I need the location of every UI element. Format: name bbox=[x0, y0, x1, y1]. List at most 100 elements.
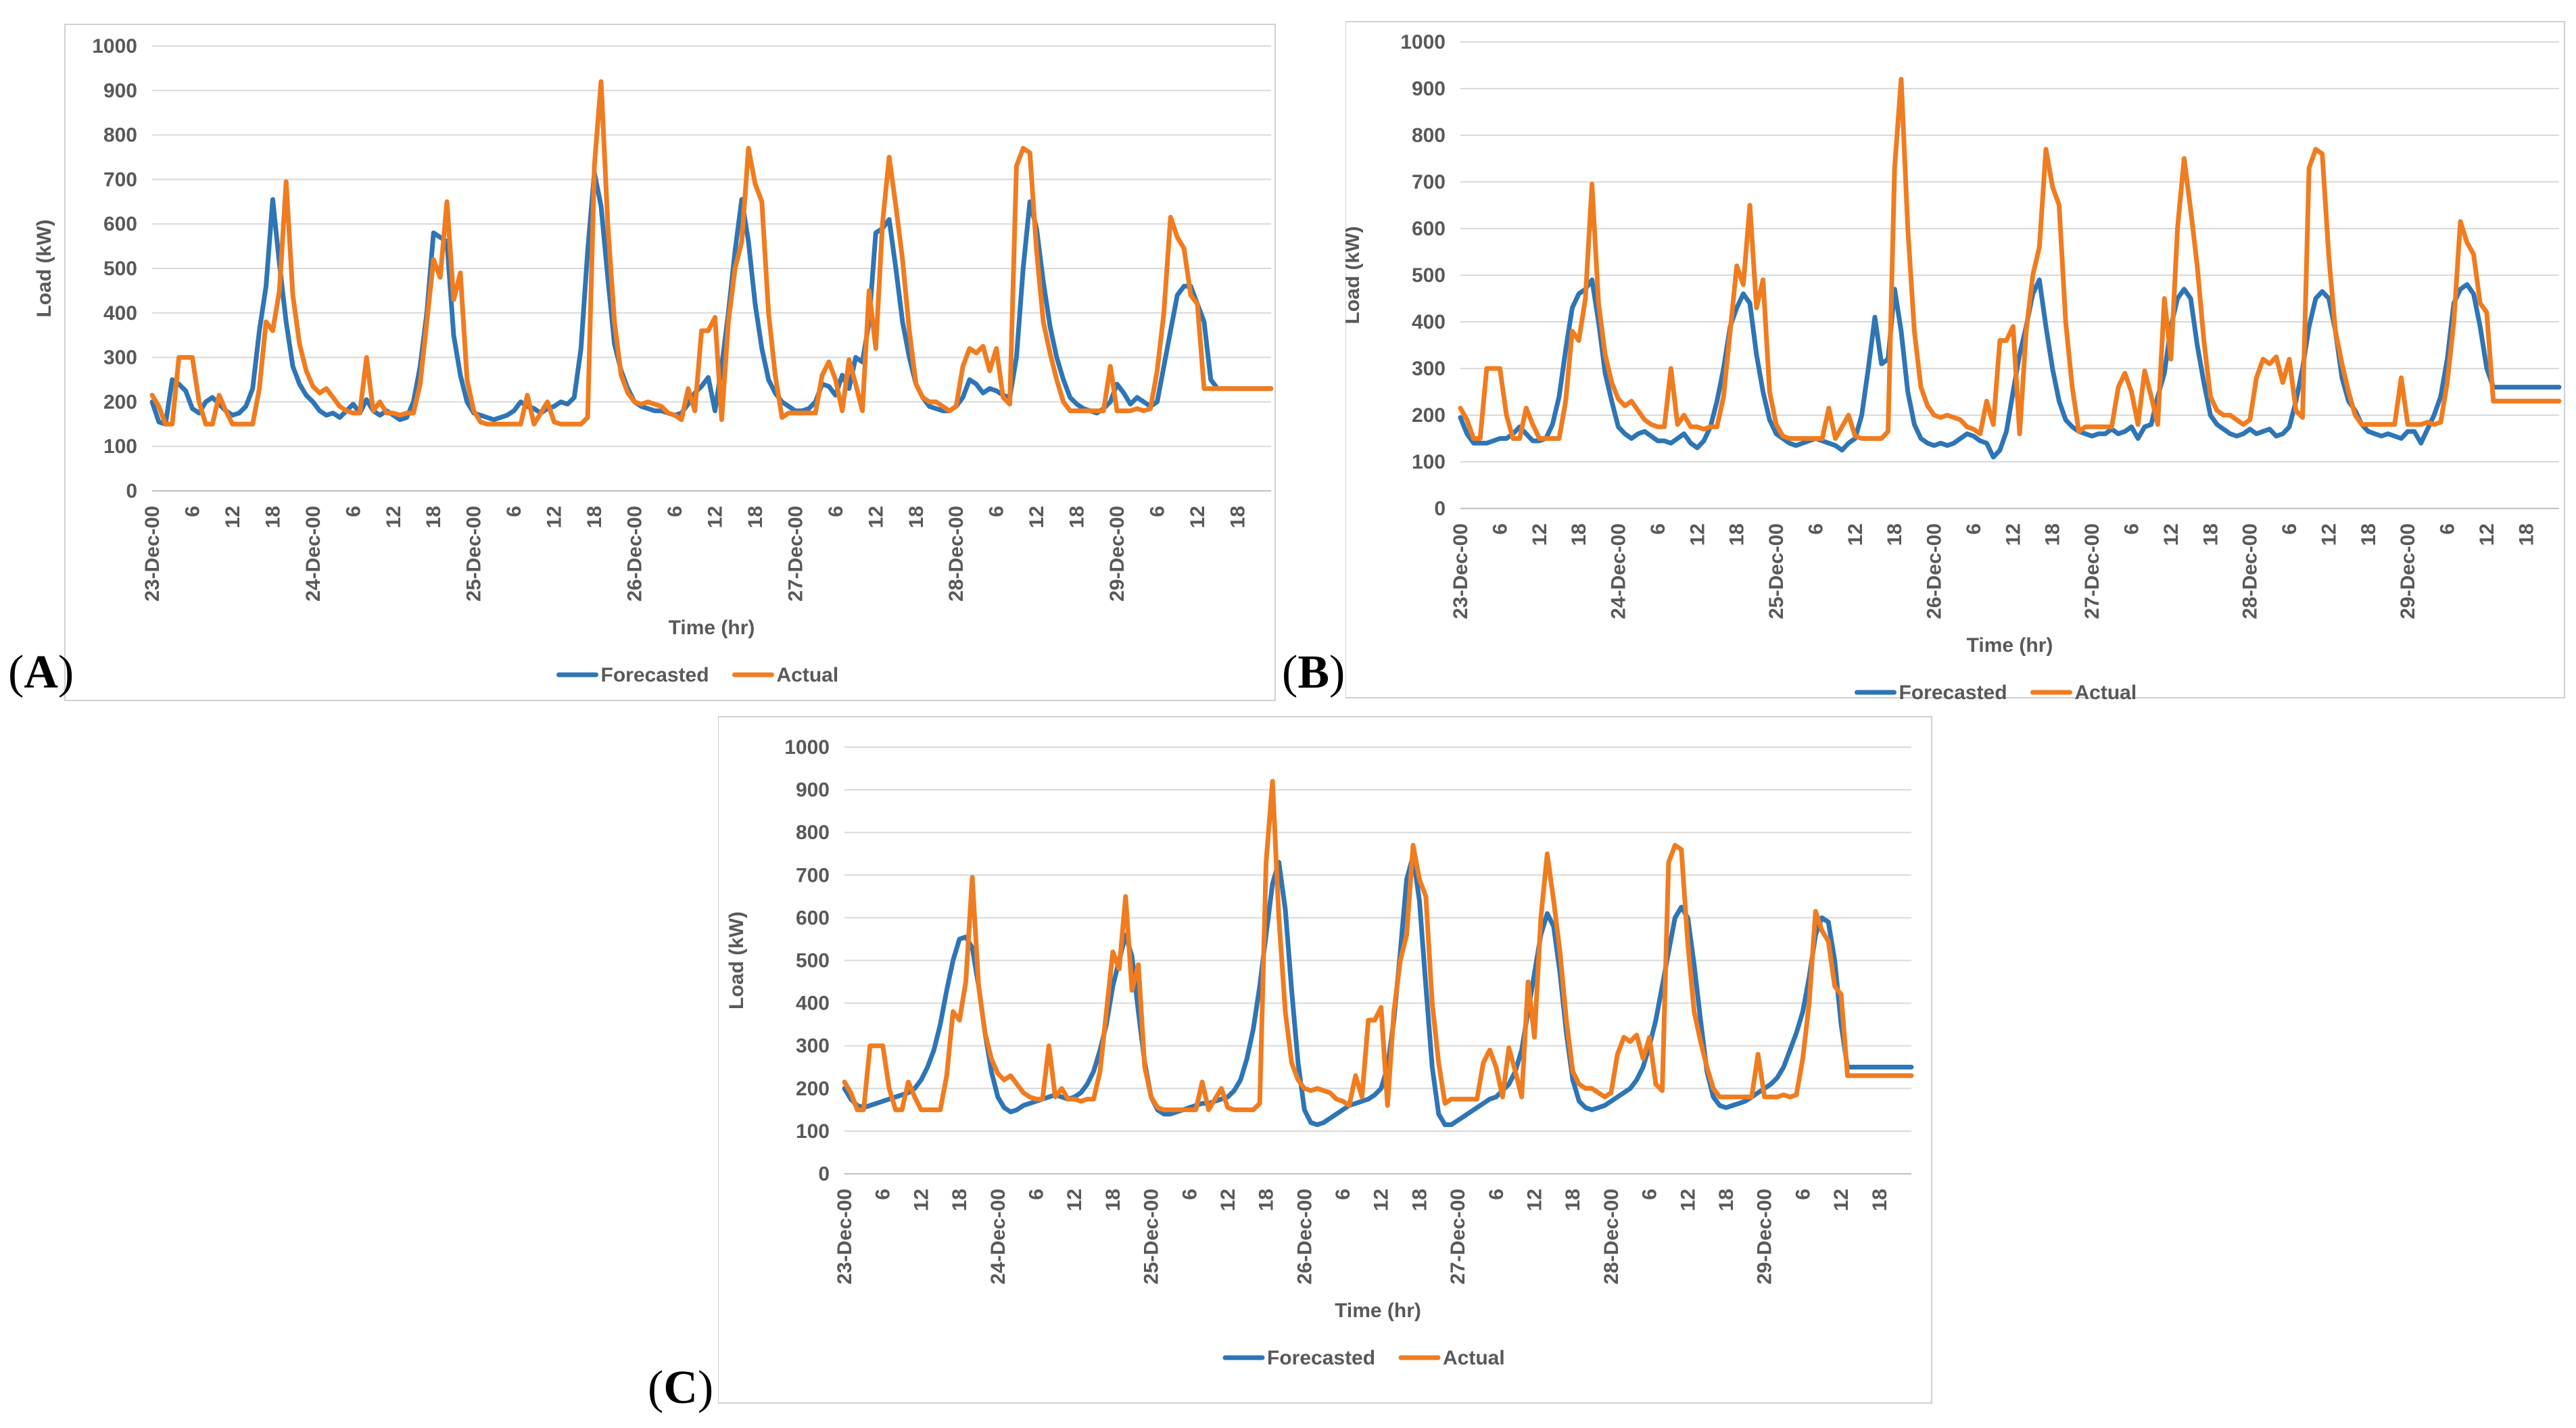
y-tick-label: 1000 bbox=[784, 736, 830, 759]
y-axis-title: Load (kW) bbox=[1345, 227, 1364, 325]
x-tick-label: 12 bbox=[222, 506, 244, 528]
x-tick-label: 12 bbox=[1844, 523, 1867, 546]
y-axis-title: Load (kW) bbox=[33, 220, 55, 318]
y-tick-label: 800 bbox=[796, 822, 830, 844]
x-tick-label: 6 bbox=[1639, 1189, 1661, 1200]
y-tick-label: 600 bbox=[1412, 218, 1446, 240]
x-tick-label: 18 bbox=[1568, 523, 1590, 546]
x-tick-label: 12 bbox=[1524, 1189, 1546, 1211]
x-tick-label: 12 bbox=[383, 506, 405, 528]
y-tick-label: 600 bbox=[796, 907, 830, 929]
x-tick-label: 6 bbox=[872, 1189, 895, 1200]
x-tick-label: 28-Dec-00 bbox=[2239, 523, 2262, 619]
chart-panel-c: 0 100 200 300 400 500 600 700 800 900 1000 23-Dec-0… bbox=[718, 716, 1932, 1404]
legend-label-actual: Actual bbox=[1443, 1347, 1505, 1369]
series-line-actual bbox=[1458, 76, 2562, 441]
x-axis-title: Time (hr) bbox=[1335, 1300, 1421, 1322]
legend-label-forecasted: Forecasted bbox=[601, 664, 709, 686]
y-tick-label: 1000 bbox=[1400, 31, 1446, 53]
y-tick-label: 700 bbox=[796, 864, 830, 886]
y-tick-label: 0 bbox=[818, 1163, 830, 1185]
y-tick-label: 200 bbox=[1412, 404, 1446, 427]
y-tick-label: 900 bbox=[796, 779, 830, 801]
y-tick-label: 800 bbox=[103, 124, 137, 147]
x-tick-label: 18 bbox=[1226, 506, 1249, 528]
x-tick-label: 12 bbox=[2318, 523, 2340, 546]
x-tick-label: 23-Dec-00 bbox=[141, 506, 164, 602]
x-tick-label: 26-Dec-00 bbox=[1293, 1189, 1316, 1285]
y-tick-label: 200 bbox=[103, 391, 137, 413]
y-tick-label: 800 bbox=[1412, 124, 1446, 147]
x-tick-label: 18 bbox=[2042, 523, 2064, 546]
x-tick-label: 12 bbox=[1026, 506, 1048, 528]
y-tick-label: 600 bbox=[103, 213, 137, 235]
x-tick-label: 25-Dec-00 bbox=[463, 506, 485, 602]
y-tick-label: 500 bbox=[1412, 264, 1446, 287]
x-tick-label: 6 bbox=[1485, 1189, 1508, 1200]
x-tick-label: 6 bbox=[1647, 523, 1669, 535]
x-tick-label: 18 bbox=[262, 506, 284, 528]
y-tick-label: 100 bbox=[103, 435, 137, 458]
x-tick-label: 12 bbox=[1686, 523, 1709, 546]
x-tick-label: 24-Dec-00 bbox=[302, 506, 325, 602]
x-tick-label: 12 bbox=[1370, 1189, 1393, 1211]
x-tick-label: 6 bbox=[181, 506, 204, 517]
x-tick-label: 12 bbox=[1830, 1189, 1853, 1211]
chart-area-border bbox=[718, 716, 1932, 1404]
y-tick-label: 0 bbox=[126, 480, 137, 502]
x-tick-label: 12 bbox=[1217, 1189, 1239, 1211]
x-tick-label: 18 bbox=[1102, 1189, 1124, 1211]
x-tick-label: 23-Dec-00 bbox=[1450, 523, 1472, 619]
x-tick-label: 27-Dec-00 bbox=[2081, 523, 2103, 619]
x-tick-label: 18 bbox=[2515, 523, 2537, 546]
y-tick-label: 100 bbox=[796, 1120, 830, 1143]
legend-label-actual: Actual bbox=[2075, 682, 2137, 703]
x-tick-label: 28-Dec-00 bbox=[945, 506, 968, 602]
x-tick-label: 18 bbox=[423, 506, 445, 528]
y-tick-label: 700 bbox=[1412, 171, 1446, 193]
x-tick-label: 6 bbox=[1489, 523, 1511, 535]
series-line-actual bbox=[149, 79, 1274, 427]
x-tick-label: 6 bbox=[1792, 1189, 1814, 1200]
x-tick-label: 29-Dec-00 bbox=[2397, 523, 2419, 619]
y-tick-label: 900 bbox=[103, 80, 137, 102]
y-tick-label: 400 bbox=[103, 302, 137, 325]
x-tick-label: 6 bbox=[825, 506, 847, 517]
x-tick-label: 12 bbox=[2476, 523, 2498, 546]
x-tick-label: 18 bbox=[744, 506, 767, 528]
panel-label-c: (C) bbox=[648, 1362, 714, 1414]
chart-area-border bbox=[1345, 21, 2565, 698]
x-tick-label: 26-Dec-00 bbox=[1924, 523, 1946, 619]
y-tick-label: 500 bbox=[103, 258, 137, 280]
x-tick-label: 6 bbox=[1178, 1189, 1201, 1200]
y-axis-title: Load (kW) bbox=[725, 911, 748, 1009]
x-tick-label: 26-Dec-00 bbox=[624, 506, 646, 602]
y-tick-label: 0 bbox=[1434, 498, 1446, 520]
x-tick-label: 12 bbox=[1677, 1189, 1699, 1211]
panel-label-a: (A) bbox=[8, 646, 74, 698]
x-tick-label: 6 bbox=[1025, 1189, 1047, 1200]
x-tick-label: 6 bbox=[1332, 1189, 1354, 1200]
legend-label-actual: Actual bbox=[777, 664, 839, 686]
chart-panel-a: 0 100 200 300 400 500 600 700 800 900 1000 23-Dec-0… bbox=[33, 24, 1276, 701]
x-tick-label: 6 bbox=[2279, 523, 2301, 535]
x-tick-label: 29-Dec-00 bbox=[1754, 1189, 1776, 1285]
x-tick-label: 23-Dec-00 bbox=[834, 1189, 856, 1285]
x-tick-label: 12 bbox=[1187, 506, 1209, 528]
x-tick-label: 6 bbox=[986, 506, 1008, 517]
x-tick-label: 12 bbox=[865, 506, 887, 528]
x-tick-label: 6 bbox=[664, 506, 686, 517]
legend-label-forecasted: Forecasted bbox=[1899, 682, 2007, 703]
x-tick-label: 18 bbox=[2199, 523, 2222, 546]
y-tick-label: 300 bbox=[103, 347, 137, 369]
x-tick-label: 12 bbox=[2002, 523, 2024, 546]
y-tick-label: 500 bbox=[796, 950, 830, 972]
y-tick-label: 900 bbox=[1412, 78, 1446, 100]
x-tick-label: 24-Dec-00 bbox=[1608, 523, 1630, 619]
x-tick-label: 28-Dec-00 bbox=[1600, 1189, 1623, 1285]
x-tick-label: 29-Dec-00 bbox=[1106, 506, 1128, 602]
y-tick-label: 100 bbox=[1412, 451, 1446, 473]
x-tick-label: 18 bbox=[583, 506, 606, 528]
x-tick-label: 6 bbox=[2437, 523, 2459, 535]
